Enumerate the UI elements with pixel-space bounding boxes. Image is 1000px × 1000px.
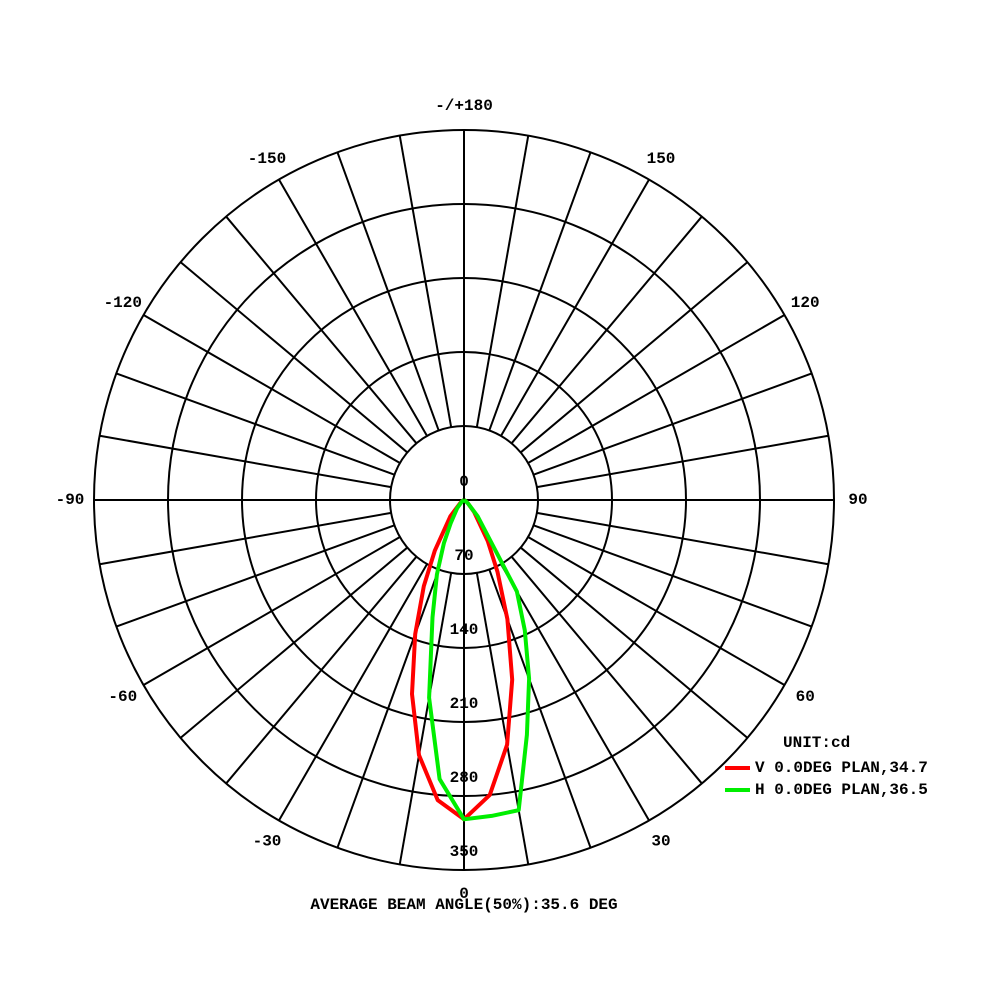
r-tick-label: 70: [454, 547, 473, 565]
angle-grid-line: [500, 563, 650, 821]
angle-tick-label: 30: [651, 832, 670, 850]
angle-tick-label: -90: [56, 491, 85, 509]
angle-grid-line: [278, 563, 428, 821]
angle-tick-label: 60: [796, 688, 815, 706]
legend-title: UNIT:cd: [783, 734, 850, 752]
angle-tick-label: 0: [459, 885, 469, 903]
series-line: [427, 498, 532, 822]
angle-grid-line: [527, 314, 785, 464]
footer: AVERAGE BEAM ANGLE(50%):35.6 DEG: [310, 896, 617, 914]
angle-tick-label: -120: [104, 294, 142, 312]
angle-tick-label: -/+180: [435, 97, 493, 115]
plot: [410, 498, 532, 822]
angle-grid-line: [527, 536, 785, 686]
r-tick-label: 350: [450, 843, 479, 861]
angle-tick-label: 90: [848, 491, 867, 509]
r-tick-label: 280: [450, 769, 479, 787]
legend-label: H 0.0DEG PLAN,36.5: [755, 781, 928, 799]
angle-tick-label: 120: [791, 294, 820, 312]
r-tick-label: 0: [459, 473, 469, 491]
angle-grid-line: [143, 314, 401, 464]
angle-tick-label: -60: [108, 688, 137, 706]
r-tick-label: 210: [450, 695, 479, 713]
angle-tick-label: 150: [647, 150, 676, 168]
legend-label: V 0.0DEG PLAN,34.7: [755, 759, 928, 777]
angle-grid-line: [500, 179, 650, 437]
grid: [93, 129, 835, 871]
r-tick-label: 140: [450, 621, 479, 639]
angle-tick-label: -150: [248, 150, 286, 168]
angle-grid-line: [143, 536, 401, 686]
angle-tick-label: -30: [253, 832, 282, 850]
angle-grid-line: [278, 179, 428, 437]
